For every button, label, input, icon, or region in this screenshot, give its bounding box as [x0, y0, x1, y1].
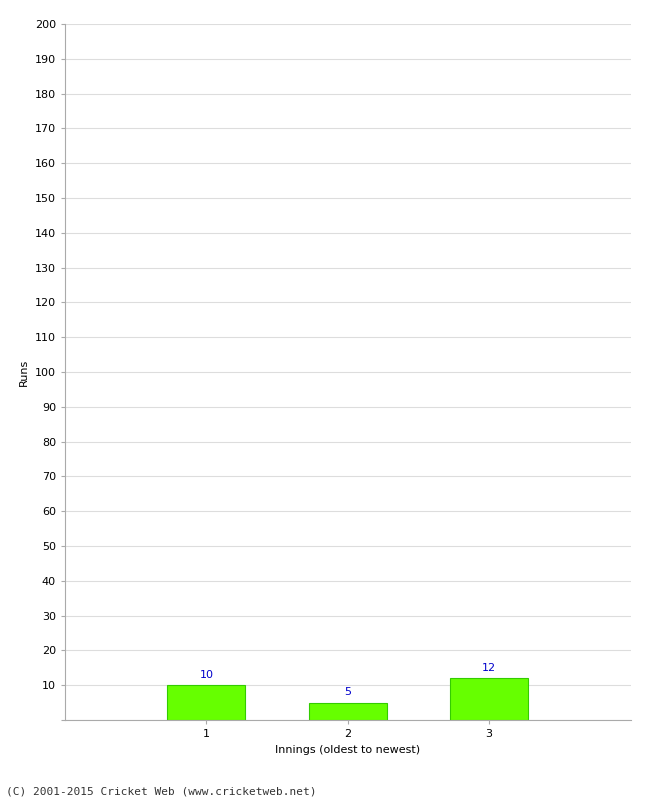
Y-axis label: Runs: Runs — [20, 358, 29, 386]
Bar — [450, 678, 528, 720]
Bar — [309, 702, 387, 720]
Text: 12: 12 — [482, 663, 496, 673]
Bar — [168, 685, 245, 720]
Text: 5: 5 — [344, 687, 351, 698]
X-axis label: Innings (oldest to newest): Innings (oldest to newest) — [275, 745, 421, 754]
Text: 10: 10 — [200, 670, 213, 680]
Text: (C) 2001-2015 Cricket Web (www.cricketweb.net): (C) 2001-2015 Cricket Web (www.cricketwe… — [6, 786, 317, 796]
